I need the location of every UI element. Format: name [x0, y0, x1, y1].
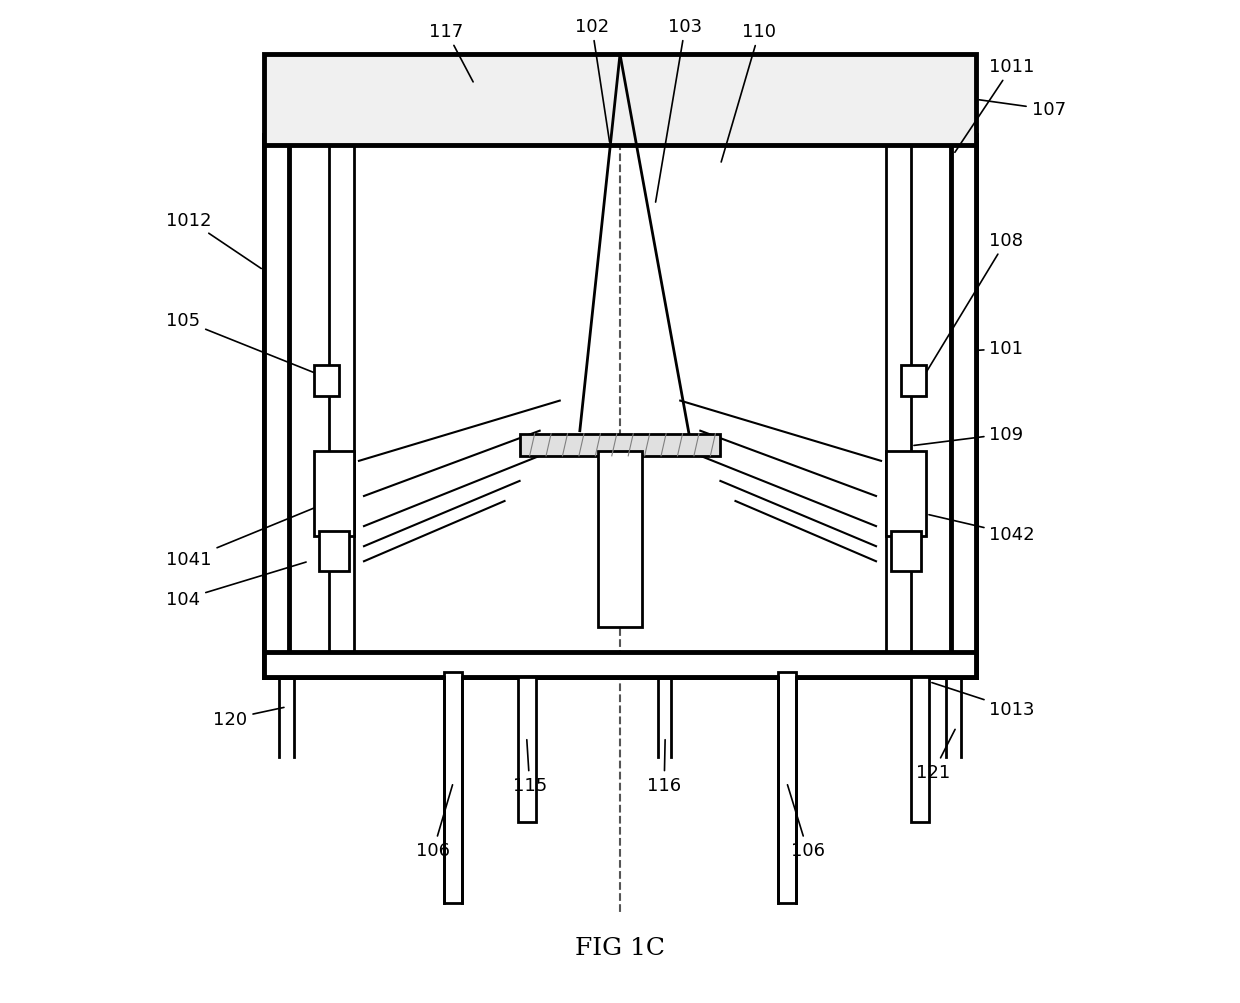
Bar — [777, 672, 796, 903]
Bar — [314, 451, 353, 537]
Bar — [314, 366, 339, 396]
Bar — [444, 672, 463, 903]
Bar — [264, 55, 976, 145]
Text: 106: 106 — [787, 785, 825, 860]
Text: 121: 121 — [916, 729, 955, 781]
Text: 1011: 1011 — [955, 58, 1035, 153]
Text: FIG 1C: FIG 1C — [575, 937, 665, 959]
Bar — [264, 135, 289, 677]
Text: 110: 110 — [722, 23, 776, 162]
Bar — [887, 451, 926, 537]
Text: 101: 101 — [980, 340, 1023, 358]
Bar — [887, 135, 911, 677]
Text: 108: 108 — [923, 232, 1023, 379]
Bar — [264, 652, 976, 677]
Text: 104: 104 — [166, 563, 306, 609]
Bar — [264, 135, 976, 677]
Text: 117: 117 — [429, 23, 474, 83]
Text: 120: 120 — [213, 708, 284, 728]
Text: 1042: 1042 — [929, 516, 1035, 544]
Text: 102: 102 — [575, 18, 610, 142]
Bar — [911, 677, 929, 822]
Text: 115: 115 — [512, 740, 547, 794]
Bar — [520, 434, 720, 456]
Bar — [892, 532, 921, 572]
Bar — [951, 135, 976, 677]
Bar — [517, 677, 536, 822]
Text: 116: 116 — [647, 740, 681, 794]
Bar — [901, 366, 926, 396]
Text: 103: 103 — [656, 18, 702, 203]
Text: 1013: 1013 — [932, 683, 1035, 718]
Text: 1041: 1041 — [166, 506, 321, 569]
Bar — [598, 451, 642, 627]
Bar — [279, 63, 961, 138]
Bar — [329, 135, 353, 677]
Bar — [319, 532, 348, 572]
Text: 1012: 1012 — [166, 212, 262, 269]
Text: 107: 107 — [980, 100, 1065, 119]
Text: 106: 106 — [417, 785, 453, 860]
Text: 105: 105 — [166, 312, 331, 380]
Text: 109: 109 — [914, 425, 1023, 446]
